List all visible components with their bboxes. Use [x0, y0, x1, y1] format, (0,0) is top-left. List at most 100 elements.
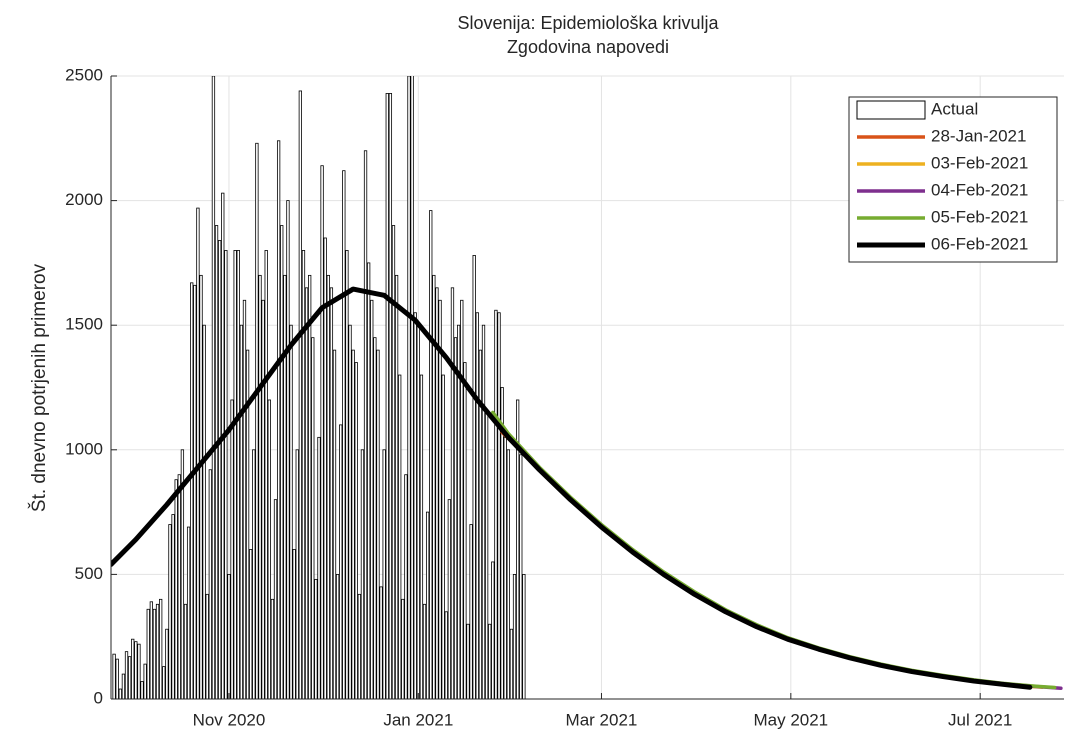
bar — [127, 656, 132, 699]
legend-label: 04-Feb-2021 — [931, 180, 1028, 199]
bar — [466, 623, 470, 699]
bar — [450, 287, 455, 699]
bar — [286, 200, 290, 699]
bar — [370, 299, 374, 699]
bar — [134, 641, 138, 699]
bar — [211, 76, 216, 699]
bar — [311, 337, 315, 699]
bar — [152, 608, 157, 699]
bar — [208, 469, 212, 699]
bar — [239, 324, 244, 699]
bar — [332, 349, 337, 699]
bar — [280, 225, 284, 699]
bar — [491, 561, 495, 699]
bar — [509, 628, 514, 699]
bar — [289, 324, 293, 699]
bar — [503, 436, 507, 699]
y-tick-label: 2500 — [65, 65, 103, 84]
x-tick-label: Mar 2021 — [566, 710, 638, 729]
bar — [165, 628, 169, 699]
bar — [124, 651, 129, 699]
y-axis-label: Št. dnevno potrjenih primerov — [28, 263, 50, 512]
y-tick-label: 1000 — [65, 439, 103, 458]
bar — [429, 210, 433, 699]
bar — [394, 274, 399, 699]
bar — [227, 574, 231, 699]
bar — [202, 324, 206, 699]
bar — [335, 574, 340, 699]
chart-subtitle: Zgodovina napovedi — [507, 37, 669, 57]
bar — [304, 287, 309, 699]
bar — [478, 349, 483, 699]
bar — [522, 574, 526, 699]
bar — [261, 299, 265, 699]
bar — [249, 549, 253, 699]
bar — [273, 499, 278, 699]
bar — [224, 250, 228, 699]
x-tick-label: Nov 2020 — [193, 710, 266, 729]
bar — [317, 436, 321, 699]
bar — [326, 274, 330, 699]
bar — [199, 274, 203, 699]
bar — [401, 598, 405, 699]
bar — [419, 374, 424, 699]
bar — [457, 324, 461, 699]
bar — [435, 287, 439, 699]
bar — [469, 524, 473, 699]
bar — [494, 309, 498, 699]
bar — [218, 240, 222, 699]
bar — [267, 399, 271, 699]
bar — [447, 499, 452, 699]
bar — [149, 601, 153, 699]
bar — [388, 93, 393, 699]
bar — [183, 603, 188, 699]
bar — [214, 225, 219, 699]
forecast-line — [111, 286, 1033, 690]
y-tick-label: 0 — [94, 688, 103, 707]
bar — [376, 349, 380, 699]
bar — [410, 76, 414, 699]
bar — [168, 524, 172, 699]
legend-label: 06-Feb-2021 — [931, 234, 1028, 253]
bar — [351, 349, 355, 699]
bar — [416, 324, 420, 699]
bar — [391, 225, 396, 699]
bar — [292, 549, 296, 699]
bar — [264, 250, 268, 699]
legend-swatch — [856, 100, 926, 120]
bar — [186, 526, 191, 699]
bar — [159, 598, 163, 699]
bar — [162, 666, 166, 699]
bar — [475, 312, 479, 699]
bar — [481, 324, 486, 699]
bar — [379, 586, 383, 699]
bar — [131, 638, 135, 699]
bar — [519, 454, 523, 699]
x-tick-label: Jan 2021 — [383, 710, 453, 729]
bar — [171, 514, 175, 699]
bar — [118, 688, 122, 699]
bar — [516, 399, 520, 699]
bar — [360, 449, 365, 699]
bar — [404, 474, 408, 699]
bar — [276, 140, 281, 699]
bar — [205, 593, 209, 699]
bar — [354, 362, 358, 699]
legend-label: 03-Feb-2021 — [931, 153, 1028, 172]
bar — [314, 578, 318, 699]
bar — [155, 603, 160, 699]
bar — [413, 312, 417, 699]
bar — [453, 337, 458, 699]
bar — [441, 374, 445, 699]
forecast-line — [512, 439, 1063, 691]
bar — [177, 474, 181, 699]
bar — [432, 274, 436, 699]
bar — [308, 274, 312, 699]
bar — [373, 337, 377, 699]
bar — [143, 663, 147, 699]
bar — [488, 623, 492, 699]
bar — [444, 611, 448, 699]
forecast-line — [506, 434, 1045, 690]
bar — [348, 324, 352, 699]
